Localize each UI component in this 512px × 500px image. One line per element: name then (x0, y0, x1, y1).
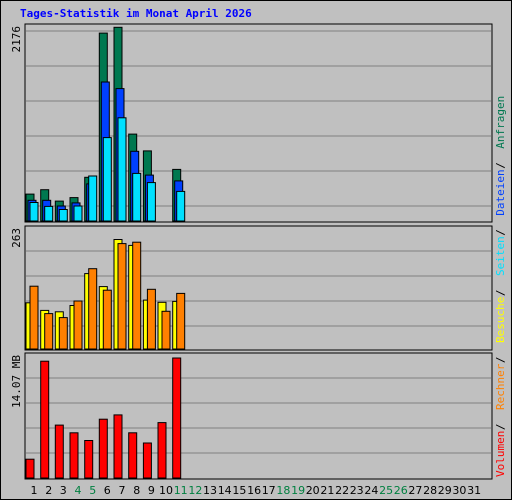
bar-seiten-day-9 (146, 182, 156, 222)
bar-volumen-day-4 (69, 432, 79, 479)
x-tick-label-19: 19 (291, 484, 305, 497)
x-tick-label-9: 9 (148, 484, 155, 497)
bar-rechner-day-6 (102, 289, 112, 350)
bar-volumen-day-8 (128, 432, 138, 479)
x-tick-label-23: 23 (350, 484, 364, 497)
legend-separator-1: / (494, 423, 507, 430)
x-tick-label-6: 6 (104, 484, 111, 497)
bar-rechner-day-7 (117, 243, 127, 350)
x-tick-label-26: 26 (394, 484, 408, 497)
bar-rechner-day-2 (44, 313, 54, 350)
x-tick-label-4: 4 (75, 484, 82, 497)
chart-title: Tages-Statistik im Monat April 2026 (20, 7, 252, 20)
bar-volumen-day-2 (40, 360, 50, 479)
bar-seiten-day-4 (73, 205, 83, 222)
x-tick-label-8: 8 (133, 484, 140, 497)
legend-rechner: Rechner (494, 363, 507, 410)
x-tick-label-27: 27 (408, 484, 422, 497)
x-tick-label-30: 30 (452, 484, 466, 497)
x-tick-label-10: 10 (159, 484, 173, 497)
x-tick-label-31: 31 (467, 484, 481, 497)
legend-volumen: Volumen (494, 431, 507, 477)
legend-dateien: Dateien (494, 169, 507, 215)
legend-seiten: Seiten (494, 236, 507, 276)
bar-seiten-day-11 (176, 190, 186, 222)
x-tick-label-24: 24 (364, 484, 378, 497)
bar-seiten-day-1 (29, 202, 39, 222)
x-tick-label-20: 20 (306, 484, 320, 497)
bar-rechner-day-5 (88, 268, 98, 350)
x-tick-label-25: 25 (379, 484, 393, 497)
bar-rechner-day-9 (146, 288, 156, 350)
x-tick-label-22: 22 (335, 484, 349, 497)
x-tick-label-28: 28 (423, 484, 437, 497)
bar-seiten-day-6 (102, 137, 112, 222)
x-tick-label-21: 21 (320, 484, 334, 497)
x-tick-label-2: 2 (45, 484, 52, 497)
legend-separator-3: / (494, 289, 507, 296)
bar-seiten-day-3 (58, 209, 68, 222)
bar-volumen-day-1 (25, 458, 35, 479)
x-tick-label-18: 18 (276, 484, 290, 497)
bar-rechner-day-4 (73, 300, 83, 350)
x-tick-label-13: 13 (203, 484, 217, 497)
legend-separator-2: / (494, 356, 507, 363)
y-max-label-visits: 263 (10, 228, 23, 248)
legend-separator-5: / (494, 162, 507, 169)
bar-seiten-day-8 (132, 172, 142, 222)
legend-besuche: Besuche (494, 297, 507, 343)
x-tick-label-16: 16 (247, 484, 261, 497)
bar-seiten-day-7 (117, 117, 127, 222)
bar-volumen-day-6 (98, 418, 108, 479)
bar-seiten-day-2 (44, 205, 54, 222)
x-tick-label-3: 3 (60, 484, 67, 497)
plot-area-kbytes (24, 352, 493, 480)
bar-rechner-day-8 (132, 241, 142, 350)
bar-rechner-day-1 (29, 285, 39, 350)
bar-volumen-day-3 (54, 424, 64, 479)
legend-separator-4: / (494, 229, 507, 236)
x-tick-label-15: 15 (232, 484, 246, 497)
legend-anfragen: Anfragen (494, 96, 507, 149)
bar-volumen-day-7 (113, 414, 123, 479)
y-max-label-hits: 2176 (10, 26, 23, 53)
y-max-label-kbytes: 14.07 MB (10, 355, 23, 408)
bar-rechner-day-11 (176, 292, 186, 350)
x-tick-label-7: 7 (119, 484, 126, 497)
bar-seiten-day-5 (88, 175, 98, 222)
bar-rechner-day-10 (161, 310, 171, 350)
bar-volumen-day-9 (142, 442, 152, 479)
bar-rechner-day-3 (58, 317, 68, 350)
x-tick-label-14: 14 (218, 484, 232, 497)
bar-volumen-day-11 (172, 357, 182, 479)
x-tick-label-29: 29 (438, 484, 452, 497)
bar-volumen-day-10 (157, 422, 167, 479)
x-tick-label-1: 1 (31, 484, 38, 497)
x-tick-label-11: 11 (174, 484, 188, 497)
x-tick-label-17: 17 (262, 484, 276, 497)
bar-volumen-day-5 (84, 440, 94, 479)
x-tick-label-5: 5 (89, 484, 96, 497)
x-tick-label-12: 12 (188, 484, 202, 497)
